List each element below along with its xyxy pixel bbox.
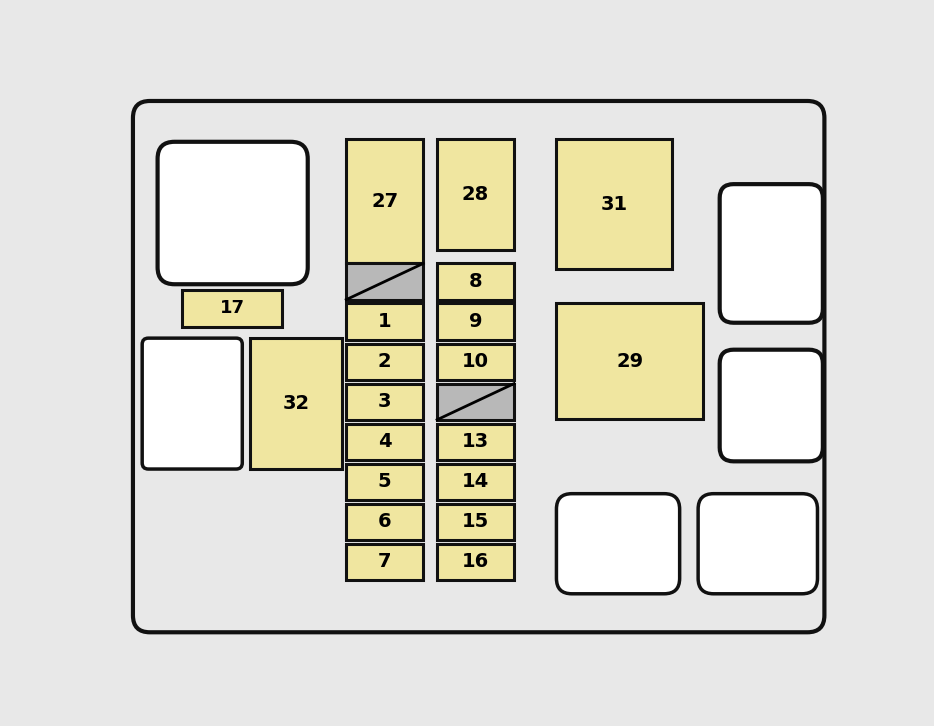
Text: 29: 29 (616, 351, 644, 371)
Bar (182, 290, 282, 327)
Text: 28: 28 (462, 185, 489, 204)
Text: 27: 27 (371, 192, 398, 211)
FancyBboxPatch shape (133, 101, 825, 632)
Bar (347, 504, 423, 540)
Text: 14: 14 (462, 472, 489, 492)
Text: 6: 6 (378, 513, 391, 531)
Bar (437, 343, 514, 380)
FancyBboxPatch shape (557, 494, 680, 594)
Bar (347, 264, 423, 300)
Bar (437, 383, 514, 420)
Bar (437, 464, 514, 499)
Text: 17: 17 (219, 300, 245, 317)
Text: 31: 31 (601, 195, 628, 213)
Bar (347, 383, 423, 420)
Bar (557, 303, 702, 419)
FancyBboxPatch shape (142, 338, 242, 469)
Bar (437, 139, 514, 250)
Bar (557, 139, 672, 269)
Text: 5: 5 (378, 472, 391, 492)
FancyBboxPatch shape (720, 350, 823, 461)
Text: 16: 16 (462, 552, 489, 571)
Text: 8: 8 (469, 272, 482, 291)
Bar (437, 264, 514, 300)
Text: 32: 32 (283, 394, 310, 413)
Text: 7: 7 (378, 552, 391, 571)
Bar (347, 139, 423, 263)
Text: 9: 9 (469, 312, 482, 331)
Bar (347, 423, 423, 460)
Text: 3: 3 (378, 392, 391, 411)
Bar (347, 464, 423, 499)
Text: 13: 13 (462, 432, 489, 451)
FancyBboxPatch shape (720, 184, 823, 323)
Text: 10: 10 (462, 352, 489, 371)
Bar (347, 544, 423, 580)
Bar (347, 303, 423, 340)
Text: 2: 2 (378, 352, 391, 371)
Text: 1: 1 (378, 312, 391, 331)
Bar (437, 303, 514, 340)
FancyBboxPatch shape (158, 142, 307, 285)
Bar (250, 338, 343, 469)
Text: 15: 15 (462, 513, 489, 531)
Bar (437, 504, 514, 540)
FancyBboxPatch shape (698, 494, 817, 594)
Bar (437, 544, 514, 580)
Bar (347, 343, 423, 380)
Text: 4: 4 (378, 432, 391, 451)
Bar (437, 423, 514, 460)
